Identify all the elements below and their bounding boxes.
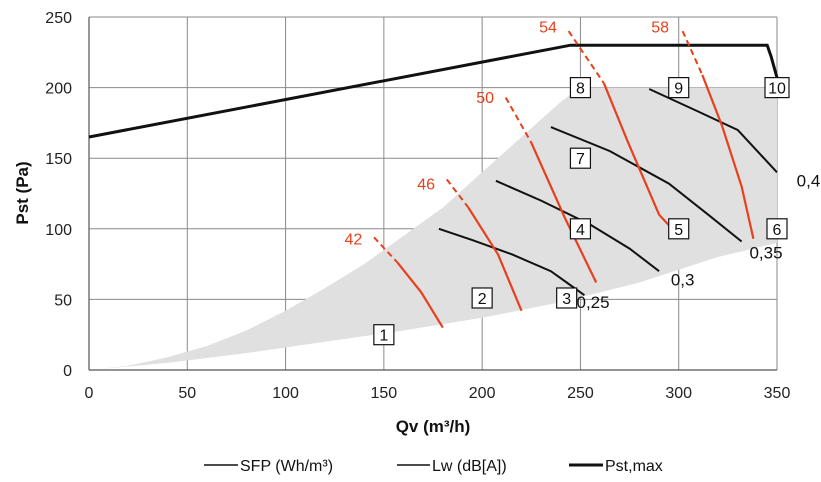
operating-point-label: 5 bbox=[674, 222, 683, 239]
operating-point-label: 10 bbox=[768, 81, 786, 98]
lw-curve bbox=[602, 82, 676, 233]
operating-points: 1 2 3 4 5 6 7 8 9 10 bbox=[373, 76, 790, 346]
lw-curve bbox=[396, 262, 444, 329]
operating-point: 8 bbox=[569, 76, 592, 99]
legend-lw-label: Lw (dB[A]) bbox=[432, 458, 507, 475]
operating-point-label: 2 bbox=[478, 291, 487, 308]
sfp-curve bbox=[438, 227, 585, 297]
sfp-curve bbox=[648, 88, 778, 173]
operating-point-label: 3 bbox=[562, 291, 571, 308]
x-tick-label: 200 bbox=[469, 385, 496, 402]
lw-curve-dashed bbox=[504, 97, 533, 144]
operating-point: 7 bbox=[569, 147, 592, 169]
sfp-curve-label: 0,35 bbox=[749, 243, 782, 262]
lw-curve-dashed bbox=[446, 178, 470, 209]
operating-point-box bbox=[569, 218, 592, 240]
operating-point: 5 bbox=[668, 218, 690, 240]
operating-point-label: 1 bbox=[379, 328, 388, 345]
y-tick-label: 100 bbox=[45, 222, 72, 239]
legend-pst-label: Pst,max bbox=[605, 458, 663, 475]
operating-point-label: 7 bbox=[576, 151, 585, 168]
operating-point-box bbox=[569, 147, 592, 169]
operating-point-box bbox=[373, 324, 395, 346]
operating-point-label: 6 bbox=[773, 222, 782, 239]
sfp-curve-label: 0,25 bbox=[576, 293, 609, 312]
x-tick-label: 100 bbox=[272, 385, 299, 402]
operating-point-box bbox=[556, 287, 578, 309]
sfp-curve-label: 0,3 bbox=[671, 270, 695, 289]
x-tick-label: 50 bbox=[178, 385, 196, 402]
lw-curve-label: 46 bbox=[417, 176, 435, 193]
operating-point: 2 bbox=[471, 287, 493, 309]
y-tick-label: 200 bbox=[45, 81, 72, 98]
operating-point-label: 9 bbox=[674, 81, 683, 98]
lw-curve-dashed bbox=[373, 236, 399, 264]
axes bbox=[88, 17, 777, 371]
lw-curve bbox=[530, 142, 598, 283]
lw-curve bbox=[701, 74, 755, 239]
lw-curve-label: 58 bbox=[651, 20, 669, 37]
operating-point-box bbox=[766, 218, 788, 240]
x-tick-label: 250 bbox=[567, 385, 594, 402]
y-tick-label: 250 bbox=[45, 10, 72, 27]
operating-point-label: 8 bbox=[576, 81, 585, 98]
lw-curve-dashed bbox=[567, 30, 605, 84]
x-tick-label: 350 bbox=[764, 385, 791, 402]
y-tick-label: 0 bbox=[63, 363, 72, 380]
pst-max-line bbox=[88, 43, 779, 139]
operating-area-fill bbox=[89, 87, 777, 370]
operating-point: 4 bbox=[569, 218, 592, 240]
operating-point-box bbox=[764, 76, 790, 99]
x-tick-label: 300 bbox=[665, 385, 692, 402]
operating-point: 9 bbox=[668, 76, 690, 99]
lw-curve-dashed bbox=[681, 30, 704, 76]
operating-point: 1 bbox=[373, 324, 395, 346]
lw-curve bbox=[467, 207, 523, 312]
lw-curve-label: 54 bbox=[539, 20, 557, 37]
sfp-curve-label: 0,4 bbox=[797, 171, 821, 190]
operating-area bbox=[89, 87, 777, 370]
legend: SFP (Wh/m³) Lw (dB[A]) Pst,max bbox=[204, 458, 663, 475]
sfp-curves: 0,25 0,3 0,35 0,4 bbox=[438, 88, 821, 312]
operating-point-box bbox=[569, 76, 592, 99]
operating-point-label: 4 bbox=[576, 222, 585, 239]
y-tick-label: 150 bbox=[45, 151, 72, 168]
operating-point: 3 bbox=[556, 287, 578, 309]
lw-curve-label: 42 bbox=[345, 231, 363, 248]
x-tick-label: 0 bbox=[85, 385, 94, 402]
x-axis-title: Qv (m³/h) bbox=[396, 417, 471, 436]
operating-point-box bbox=[668, 76, 690, 99]
y-tick-label: 50 bbox=[54, 292, 72, 309]
operating-point: 10 bbox=[764, 76, 790, 99]
sfp-curve bbox=[550, 126, 743, 243]
pst-max-curve bbox=[88, 43, 779, 139]
legend-sfp-label: SFP (Wh/m³) bbox=[240, 458, 333, 475]
operating-point: 6 bbox=[766, 218, 788, 240]
operating-point-box bbox=[668, 218, 690, 240]
y-axis-title: Pst (Pa) bbox=[13, 161, 32, 224]
x-tick-label: 150 bbox=[371, 385, 398, 402]
operating-point-box bbox=[471, 287, 493, 309]
lw-curve-label: 50 bbox=[476, 90, 494, 107]
